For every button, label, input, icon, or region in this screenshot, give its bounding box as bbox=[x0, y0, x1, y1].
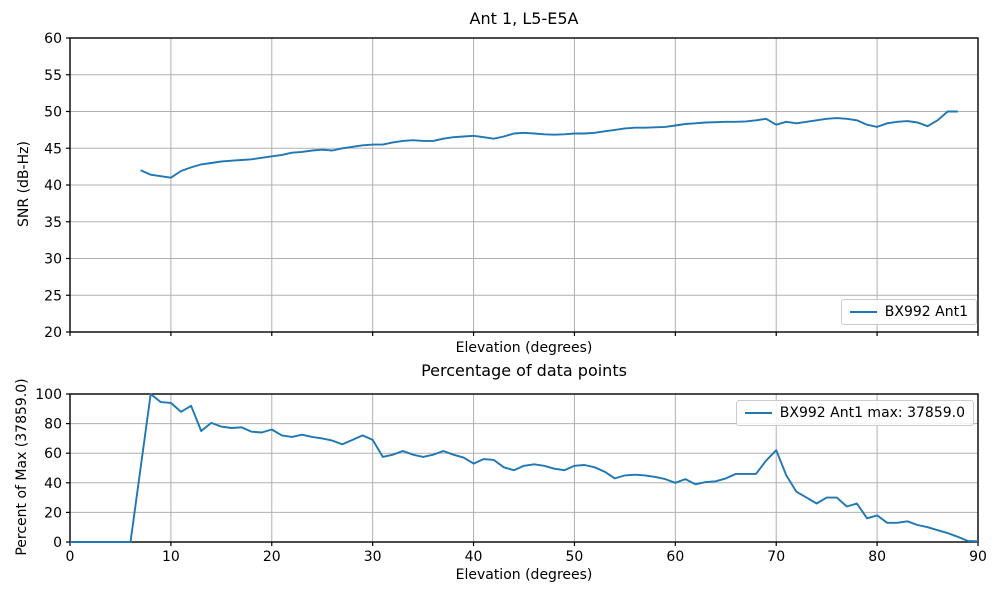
x-tick-label: 80 bbox=[868, 549, 886, 565]
snr-chart-title: Ant 1, L5-E5A bbox=[469, 9, 579, 28]
data-line-bx992-ant1 bbox=[140, 110, 958, 179]
percentage-legend-label: BX992 Ant1 max: 37859.0 bbox=[779, 405, 965, 421]
data-line-bx992-ant1 bbox=[70, 393, 979, 543]
snr-legend-label: BX992 Ant1 bbox=[884, 304, 968, 320]
percentage-x-axis-label: Elevation (degrees) bbox=[455, 567, 593, 583]
x-tick-label: 50 bbox=[566, 549, 584, 565]
y-tick-label: 45 bbox=[44, 141, 62, 157]
snr-x-axis-label: Elevation (degrees) bbox=[455, 340, 593, 356]
plot-svg: 20 25 30 35 40 45 50 55 60 bbox=[44, 31, 979, 341]
y-tick-label: 0 bbox=[53, 535, 62, 551]
x-tick-label: 70 bbox=[767, 549, 785, 565]
y-tick-label: 40 bbox=[44, 178, 62, 194]
legend-line-sample-icon bbox=[849, 311, 877, 313]
y-tick-label: 35 bbox=[44, 215, 62, 231]
legend-line-sample-icon bbox=[744, 412, 772, 414]
percentage-chart-title: Percentage of data points bbox=[421, 361, 627, 380]
x-tick-label: 0 bbox=[66, 549, 75, 565]
x-tick-label: 10 bbox=[162, 549, 180, 565]
y-tick-label: 40 bbox=[44, 476, 62, 492]
x-tick-label: 90 bbox=[969, 549, 987, 565]
y-tick-label: 50 bbox=[44, 105, 62, 121]
y-tick-label: 60 bbox=[44, 446, 62, 462]
snr-plot-area: 20 25 30 35 40 45 50 55 60 bbox=[44, 31, 979, 341]
snr-y-axis-label: SNR (dB-Hz) bbox=[16, 141, 32, 227]
percentage-y-axis-label: Percent of Max (37859.0) bbox=[14, 378, 30, 556]
y-tick-label: 25 bbox=[44, 288, 62, 304]
percentage-legend: BX992 Ant1 max: 37859.0 bbox=[735, 400, 974, 426]
snr-legend: BX992 Ant1 bbox=[840, 299, 977, 325]
x-tick-label: 20 bbox=[263, 549, 281, 565]
y-tick-label: 30 bbox=[44, 252, 62, 268]
y-tick-label: 100 bbox=[35, 387, 62, 403]
x-tick-label: 40 bbox=[465, 549, 483, 565]
y-tick-label: 20 bbox=[44, 325, 62, 341]
y-tick-label: 60 bbox=[44, 31, 62, 47]
y-tick-label: 80 bbox=[44, 417, 62, 433]
x-tick-label: 30 bbox=[364, 549, 382, 565]
y-tick-label: 55 bbox=[44, 68, 62, 84]
x-tick-label: 60 bbox=[666, 549, 684, 565]
y-tick-label: 20 bbox=[44, 505, 62, 521]
